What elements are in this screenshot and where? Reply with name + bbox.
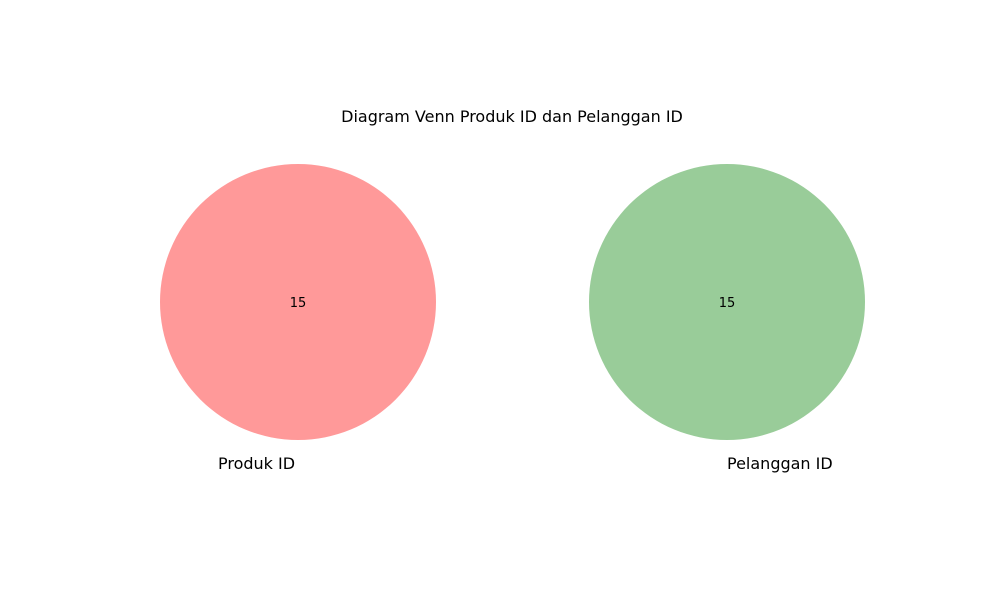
venn-count-produk-id: 15: [290, 296, 307, 311]
diagram-title: Diagram Venn Produk ID dan Pelanggan ID: [341, 107, 683, 126]
venn-count-pelanggan-id: 15: [719, 296, 736, 311]
venn-circle-pelanggan-id: [589, 164, 865, 440]
venn-label-produk-id: Produk ID: [218, 454, 295, 473]
venn-label-pelanggan-id: Pelanggan ID: [727, 454, 833, 473]
venn-circle-produk-id: [160, 164, 436, 440]
